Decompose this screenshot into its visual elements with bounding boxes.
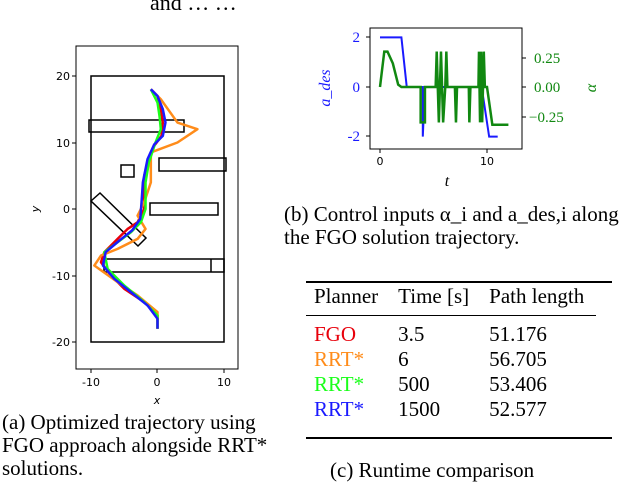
runtime-table: Planner Time [s] Path length FGO 3.5 51.17… bbox=[306, 280, 597, 422]
b-y-tick-2: 2 bbox=[353, 30, 361, 46]
header-path-length: Path length bbox=[481, 280, 597, 316]
b-y-tick-right-000: 0.00 bbox=[534, 80, 560, 96]
planner-cell: RRT* bbox=[314, 347, 365, 371]
b-x-axis-label: t bbox=[445, 173, 450, 190]
b-y-tick-0: 0 bbox=[353, 80, 361, 96]
x-axis-label: x bbox=[153, 394, 161, 407]
workspace-boundary bbox=[90, 75, 225, 343]
caption-b: (b) Control inputs α_i and a_des,i along… bbox=[284, 202, 619, 249]
table-row: RRT* 6 56.705 bbox=[306, 347, 596, 372]
y-tick-0: 0 bbox=[63, 203, 70, 216]
control-series-a-des bbox=[380, 36, 498, 138]
b-y-tick-right-neg025: −0.25 bbox=[529, 110, 564, 126]
b-y-label-right: α bbox=[583, 83, 600, 92]
planner-cell: RRT* bbox=[314, 397, 365, 421]
time-cell: 3.5 bbox=[398, 322, 425, 346]
y-tick-neg20: -20 bbox=[52, 336, 70, 349]
table-row: FGO 3.5 51.176 bbox=[306, 316, 596, 348]
y-tick-neg10: -10 bbox=[52, 270, 70, 283]
b-y-label-left: a_des bbox=[317, 69, 334, 106]
x-tick-neg10: -10 bbox=[82, 376, 100, 389]
planner-cell: FGO bbox=[314, 322, 357, 346]
header-time: Time [s] bbox=[390, 280, 482, 316]
header-text-fragment: and … … bbox=[150, 0, 237, 15]
caption-c: (c) Runtime comparison bbox=[330, 458, 535, 482]
table-row: RRT* 1500 52.577 bbox=[306, 397, 596, 422]
y-axis-label: y bbox=[29, 205, 42, 213]
y-tick-10: 10 bbox=[56, 137, 70, 150]
tick-marks bbox=[72, 75, 225, 373]
obstacle-2 bbox=[120, 164, 135, 178]
time-cell: 6 bbox=[398, 347, 409, 371]
obstacle-4 bbox=[149, 202, 219, 216]
y-tick-20: 20 bbox=[56, 70, 70, 83]
x-tick-10: 10 bbox=[217, 376, 231, 389]
obstacle-3 bbox=[158, 157, 227, 172]
trajectory-rrt-star-3 bbox=[101, 88, 167, 329]
b-x-tick-0: 0 bbox=[377, 155, 384, 168]
control-series bbox=[378, 36, 509, 138]
table-bottom-rule bbox=[306, 437, 612, 439]
time-cell: 1500 bbox=[398, 397, 441, 421]
path-length-cell: 51.176 bbox=[489, 322, 547, 346]
planner-cell: RRT* bbox=[314, 372, 365, 396]
axes-frame-b bbox=[369, 27, 523, 150]
control-series-alpha bbox=[378, 50, 509, 127]
time-cell: 500 bbox=[398, 372, 430, 396]
path-length-cell: 56.705 bbox=[489, 347, 547, 371]
b-y-tick-neg2: -2 bbox=[348, 129, 361, 145]
table-row: RRT* 500 53.406 bbox=[306, 372, 596, 397]
b-x-tick-10: 10 bbox=[480, 155, 494, 168]
path-length-cell: 52.577 bbox=[489, 397, 547, 421]
trajectories bbox=[93, 88, 199, 329]
caption-a: (a) Optimized trajectory using FGO appro… bbox=[2, 410, 268, 480]
header-planner: Planner bbox=[306, 280, 391, 316]
x-tick-0: 0 bbox=[154, 376, 161, 389]
b-y-tick-right-025: 0.25 bbox=[534, 51, 560, 67]
path-length-cell: 53.406 bbox=[489, 372, 547, 396]
tick-marks-b bbox=[366, 36, 526, 153]
table-header-row: Planner Time [s] Path length bbox=[306, 280, 597, 316]
obstacle-5 bbox=[89, 191, 148, 248]
